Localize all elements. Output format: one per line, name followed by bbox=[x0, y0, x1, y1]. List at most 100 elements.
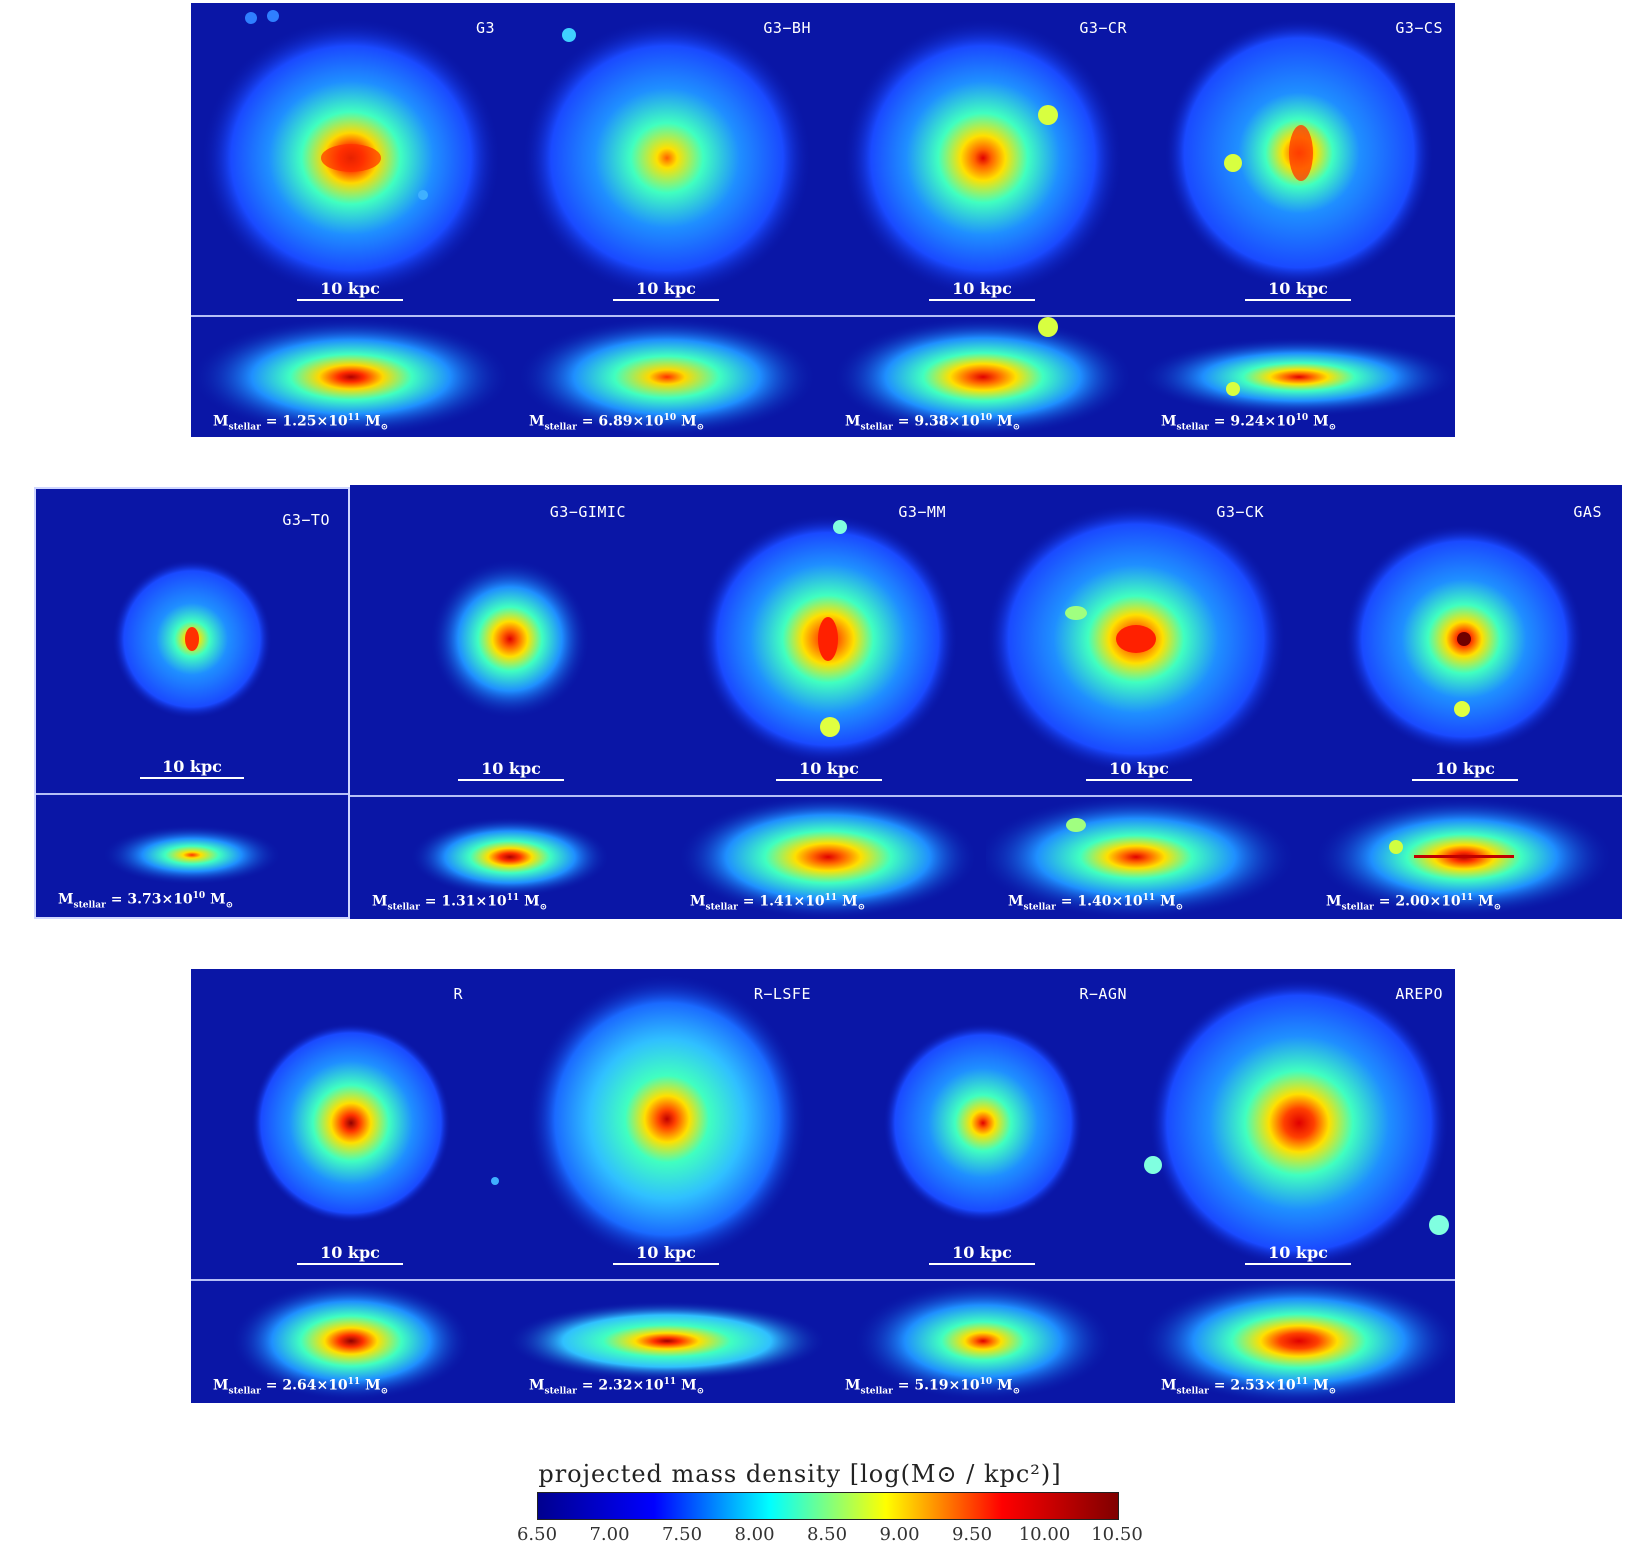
scale-label: 10 kpc bbox=[952, 279, 1012, 298]
panel-r-agn: R−AGN 10 kpc Mstellar = 5.19×1010 M⊙ bbox=[823, 969, 1139, 1403]
face-on-image bbox=[843, 18, 1123, 298]
edge-on-image bbox=[1314, 797, 1614, 917]
divider bbox=[507, 315, 823, 317]
scale-label: 10 kpc bbox=[1268, 1243, 1328, 1262]
panel-name: G3−TO bbox=[282, 511, 330, 529]
edge-on-image bbox=[102, 825, 282, 885]
divider bbox=[986, 795, 1304, 797]
divider bbox=[36, 793, 348, 795]
panel-name: GAS bbox=[1573, 503, 1602, 521]
stellar-mass: Mstellar = 2.00×1011 M⊙ bbox=[1326, 893, 1502, 913]
scale-bar: 10 kpc bbox=[1245, 279, 1351, 301]
edge-on-image bbox=[1139, 1281, 1455, 1403]
divider bbox=[350, 795, 668, 797]
face-on-image bbox=[1164, 18, 1434, 288]
edge-on-image bbox=[1139, 337, 1455, 417]
divider bbox=[191, 1279, 507, 1281]
scale-bar: 10 kpc bbox=[1245, 1243, 1351, 1265]
edge-on-image bbox=[517, 317, 817, 437]
stellar-mass: Mstellar = 9.38×1010 M⊙ bbox=[845, 413, 1021, 433]
face-on-image bbox=[527, 974, 807, 1264]
scale-bar: 10 kpc bbox=[613, 1243, 719, 1265]
colorbar-tick-label: 8.00 bbox=[734, 1524, 775, 1545]
panel-g3-cs: G3−CS 10 kpc Mstellar = 9.24×1010 M⊙ bbox=[1139, 3, 1455, 437]
stellar-mass: Mstellar = 5.19×1010 M⊙ bbox=[845, 1377, 1021, 1397]
stellar-mass: Mstellar = 1.25×1011 M⊙ bbox=[213, 413, 389, 433]
panel-name: AREPO bbox=[1395, 985, 1443, 1003]
edge-on-image bbox=[678, 797, 978, 919]
panel-g3-mm: G3−MM 10 kpc Mstellar = 1.41×1011 M⊙ bbox=[668, 485, 986, 919]
scale-label: 10 kpc bbox=[320, 1243, 380, 1262]
stellar-mass: Mstellar = 1.31×1011 M⊙ bbox=[372, 893, 548, 913]
panel-name: R−AGN bbox=[1079, 985, 1127, 1003]
divider bbox=[507, 1279, 823, 1281]
panel-g3: G3 10 kpc Mstellar = 1.25×1011 M⊙ bbox=[191, 3, 507, 437]
panel-name: R bbox=[453, 985, 463, 1003]
panel-g3-to: G3−TO 10 kpc Mstellar = 3.73×1010 M⊙ bbox=[34, 487, 350, 919]
scale-bar: 10 kpc bbox=[1412, 759, 1518, 781]
face-on-image bbox=[1344, 524, 1584, 754]
panel-g3-cr: G3−CR 10 kpc Mstellar = 9.38×1010 M⊙ bbox=[823, 3, 1139, 437]
scale-bar: 10 kpc bbox=[776, 759, 882, 781]
stellar-mass: Mstellar = 2.64×1011 M⊙ bbox=[213, 1377, 389, 1397]
colorbar-tick-label: 6.50 bbox=[516, 1524, 558, 1545]
scale-label: 10 kpc bbox=[162, 757, 222, 776]
scale-bar: 10 kpc bbox=[613, 279, 719, 301]
panel-name: G3−CR bbox=[1079, 19, 1127, 37]
scale-bar: 10 kpc bbox=[297, 1243, 403, 1265]
panel-name: G3 bbox=[475, 19, 495, 37]
edge-on-image bbox=[231, 1281, 471, 1401]
panel-name: G3−MM bbox=[898, 503, 946, 521]
face-on-image bbox=[201, 10, 501, 298]
face-on-image bbox=[883, 1023, 1083, 1223]
scale-bar: 10 kpc bbox=[929, 279, 1035, 301]
face-on-image bbox=[251, 1023, 499, 1223]
scale-label: 10 kpc bbox=[636, 1243, 696, 1262]
edge-on-image bbox=[507, 1301, 823, 1381]
scale-label: 10 kpc bbox=[1109, 759, 1169, 778]
divider bbox=[823, 1279, 1139, 1281]
colorbar-tick-label: 8.50 bbox=[806, 1524, 848, 1545]
divider bbox=[191, 315, 507, 317]
scale-label: 10 kpc bbox=[636, 279, 696, 298]
panel-name: R−LSFE bbox=[753, 985, 811, 1003]
panel-name: G3−BH bbox=[763, 19, 811, 37]
panel-g3-ck: G3−CK 10 kpc Mstellar = 1.40×1011 M⊙ bbox=[986, 485, 1304, 919]
stellar-mass: Mstellar = 1.40×1011 M⊙ bbox=[1008, 893, 1184, 913]
divider bbox=[1139, 315, 1455, 317]
scale-label: 10 kpc bbox=[799, 759, 859, 778]
panel-name: G3−CK bbox=[1216, 503, 1264, 521]
panel-g3-gimic: G3−GIMIC 10 kpc Mstellar = 1.31×1011 M⊙ bbox=[350, 485, 668, 919]
edge-on-image bbox=[853, 1281, 1113, 1401]
panel-arepo: AREPO 10 kpc Mstellar = 2.53×1011 M⊙ bbox=[1139, 969, 1455, 1403]
colorbar-tick-label: 7.00 bbox=[589, 1524, 630, 1545]
divider bbox=[1139, 1279, 1455, 1281]
stellar-mass: Mstellar = 2.32×1011 M⊙ bbox=[529, 1377, 705, 1397]
colorbar-tick-label: 10.50 bbox=[1091, 1524, 1143, 1545]
face-on-image bbox=[698, 514, 958, 764]
face-on-image bbox=[430, 559, 590, 719]
divider bbox=[823, 315, 1139, 317]
panel-r-lsfe: R−LSFE 10 kpc Mstellar = 2.32×1011 M⊙ bbox=[507, 969, 823, 1403]
scale-bar: 10 kpc bbox=[140, 757, 244, 779]
divider bbox=[668, 795, 986, 797]
colorbar-tick-label: 9.00 bbox=[879, 1524, 920, 1545]
colorbar-tick-label: 10.00 bbox=[1018, 1524, 1071, 1545]
face-on-image bbox=[522, 18, 812, 298]
divider bbox=[1304, 795, 1622, 797]
stellar-mass: Mstellar = 9.24×1010 M⊙ bbox=[1161, 413, 1337, 433]
face-on-image bbox=[112, 559, 272, 719]
panel-name: G3−CS bbox=[1395, 19, 1443, 37]
stellar-mass: Mstellar = 3.73×1010 M⊙ bbox=[58, 891, 234, 911]
scale-bar: 10 kpc bbox=[297, 279, 403, 301]
scale-label: 10 kpc bbox=[320, 279, 380, 298]
stellar-mass: Mstellar = 2.53×1011 M⊙ bbox=[1161, 1377, 1337, 1397]
scale-label: 10 kpc bbox=[1268, 279, 1328, 298]
scale-label: 10 kpc bbox=[952, 1243, 1012, 1262]
edge-on-image bbox=[410, 817, 610, 897]
face-on-image bbox=[1144, 978, 1449, 1268]
edge-on-image bbox=[191, 317, 507, 437]
scale-bar: 10 kpc bbox=[458, 759, 564, 781]
scale-bar: 10 kpc bbox=[1086, 759, 1192, 781]
scale-label: 10 kpc bbox=[481, 759, 541, 778]
